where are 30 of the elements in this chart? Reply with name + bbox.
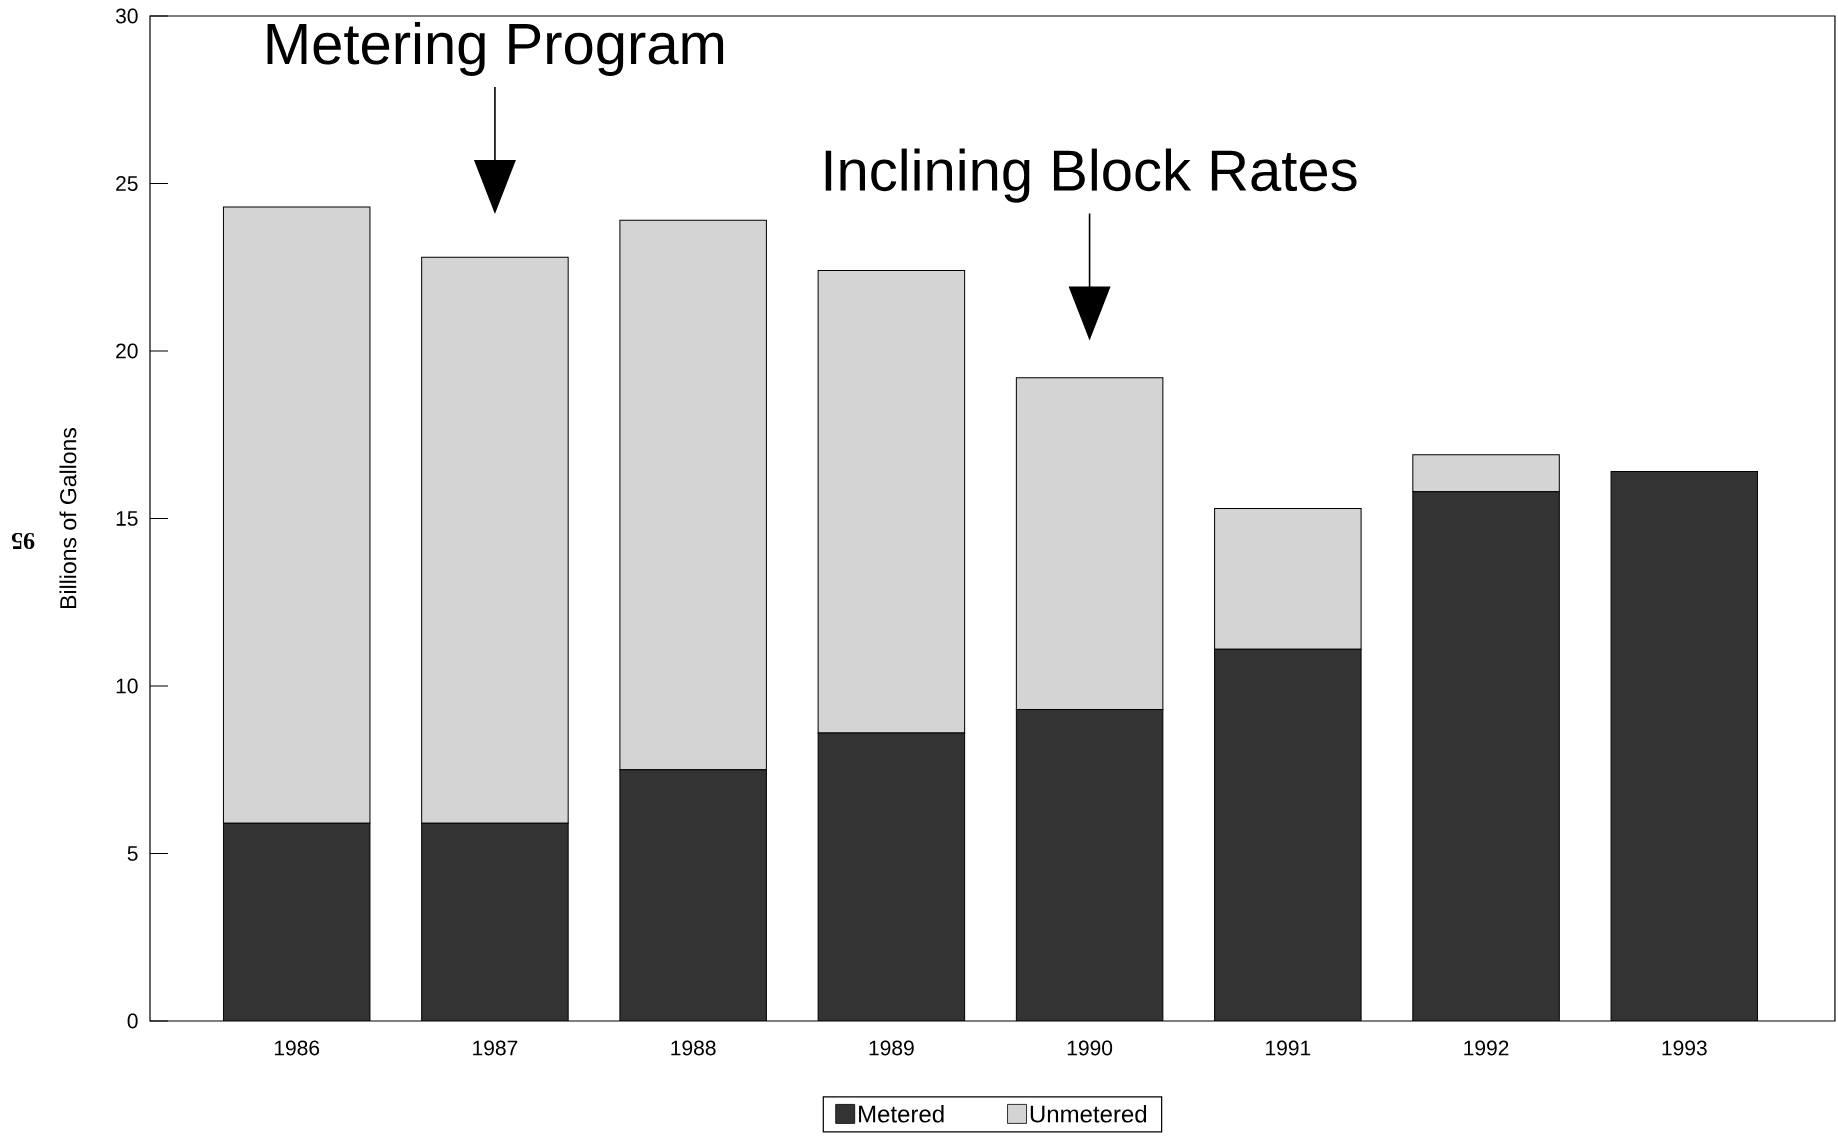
- x-tick-label: 1987: [473, 1040, 518, 1056]
- y-tick-label: 20: [116, 343, 138, 359]
- text: 95: [11, 532, 35, 550]
- bar: [421, 823, 569, 1021]
- x-tick-label: 1993: [1662, 1040, 1707, 1056]
- x-tick-label: 1991: [1266, 1040, 1311, 1056]
- x-tick-label: 1989: [869, 1040, 914, 1056]
- y-tick-label: 10: [116, 678, 138, 694]
- bar: [818, 732, 965, 1021]
- x-tick-label: 1990: [1067, 1040, 1113, 1056]
- y-axis-title: Billions of Gallons: [59, 427, 77, 609]
- x-tick-label: 1988: [671, 1040, 716, 1056]
- annotation: Inclining Block Rates: [825, 148, 1357, 203]
- y-tick-label: 30: [115, 8, 138, 24]
- bar: [1016, 709, 1163, 1021]
- bar: [223, 823, 370, 1021]
- x-tick-label: 1992: [1464, 1040, 1509, 1056]
- bar: [1412, 491, 1560, 1021]
- bar: [1214, 649, 1362, 1021]
- y-tick-label: 25: [116, 176, 138, 191]
- legend-label: Unmetered: [1030, 1104, 1147, 1123]
- x-tick-label: 1986: [274, 1040, 320, 1056]
- bar: [619, 769, 767, 1021]
- y-tick-label: 5: [127, 846, 138, 861]
- y-tick-label: 0: [127, 1013, 138, 1029]
- annotation: Metering Program: [267, 21, 724, 76]
- bar: [1610, 471, 1759, 1021]
- bar: [1214, 507, 1362, 650]
- y-tick-label: 15: [116, 511, 138, 526]
- legend-label: Metered: [859, 1104, 944, 1123]
